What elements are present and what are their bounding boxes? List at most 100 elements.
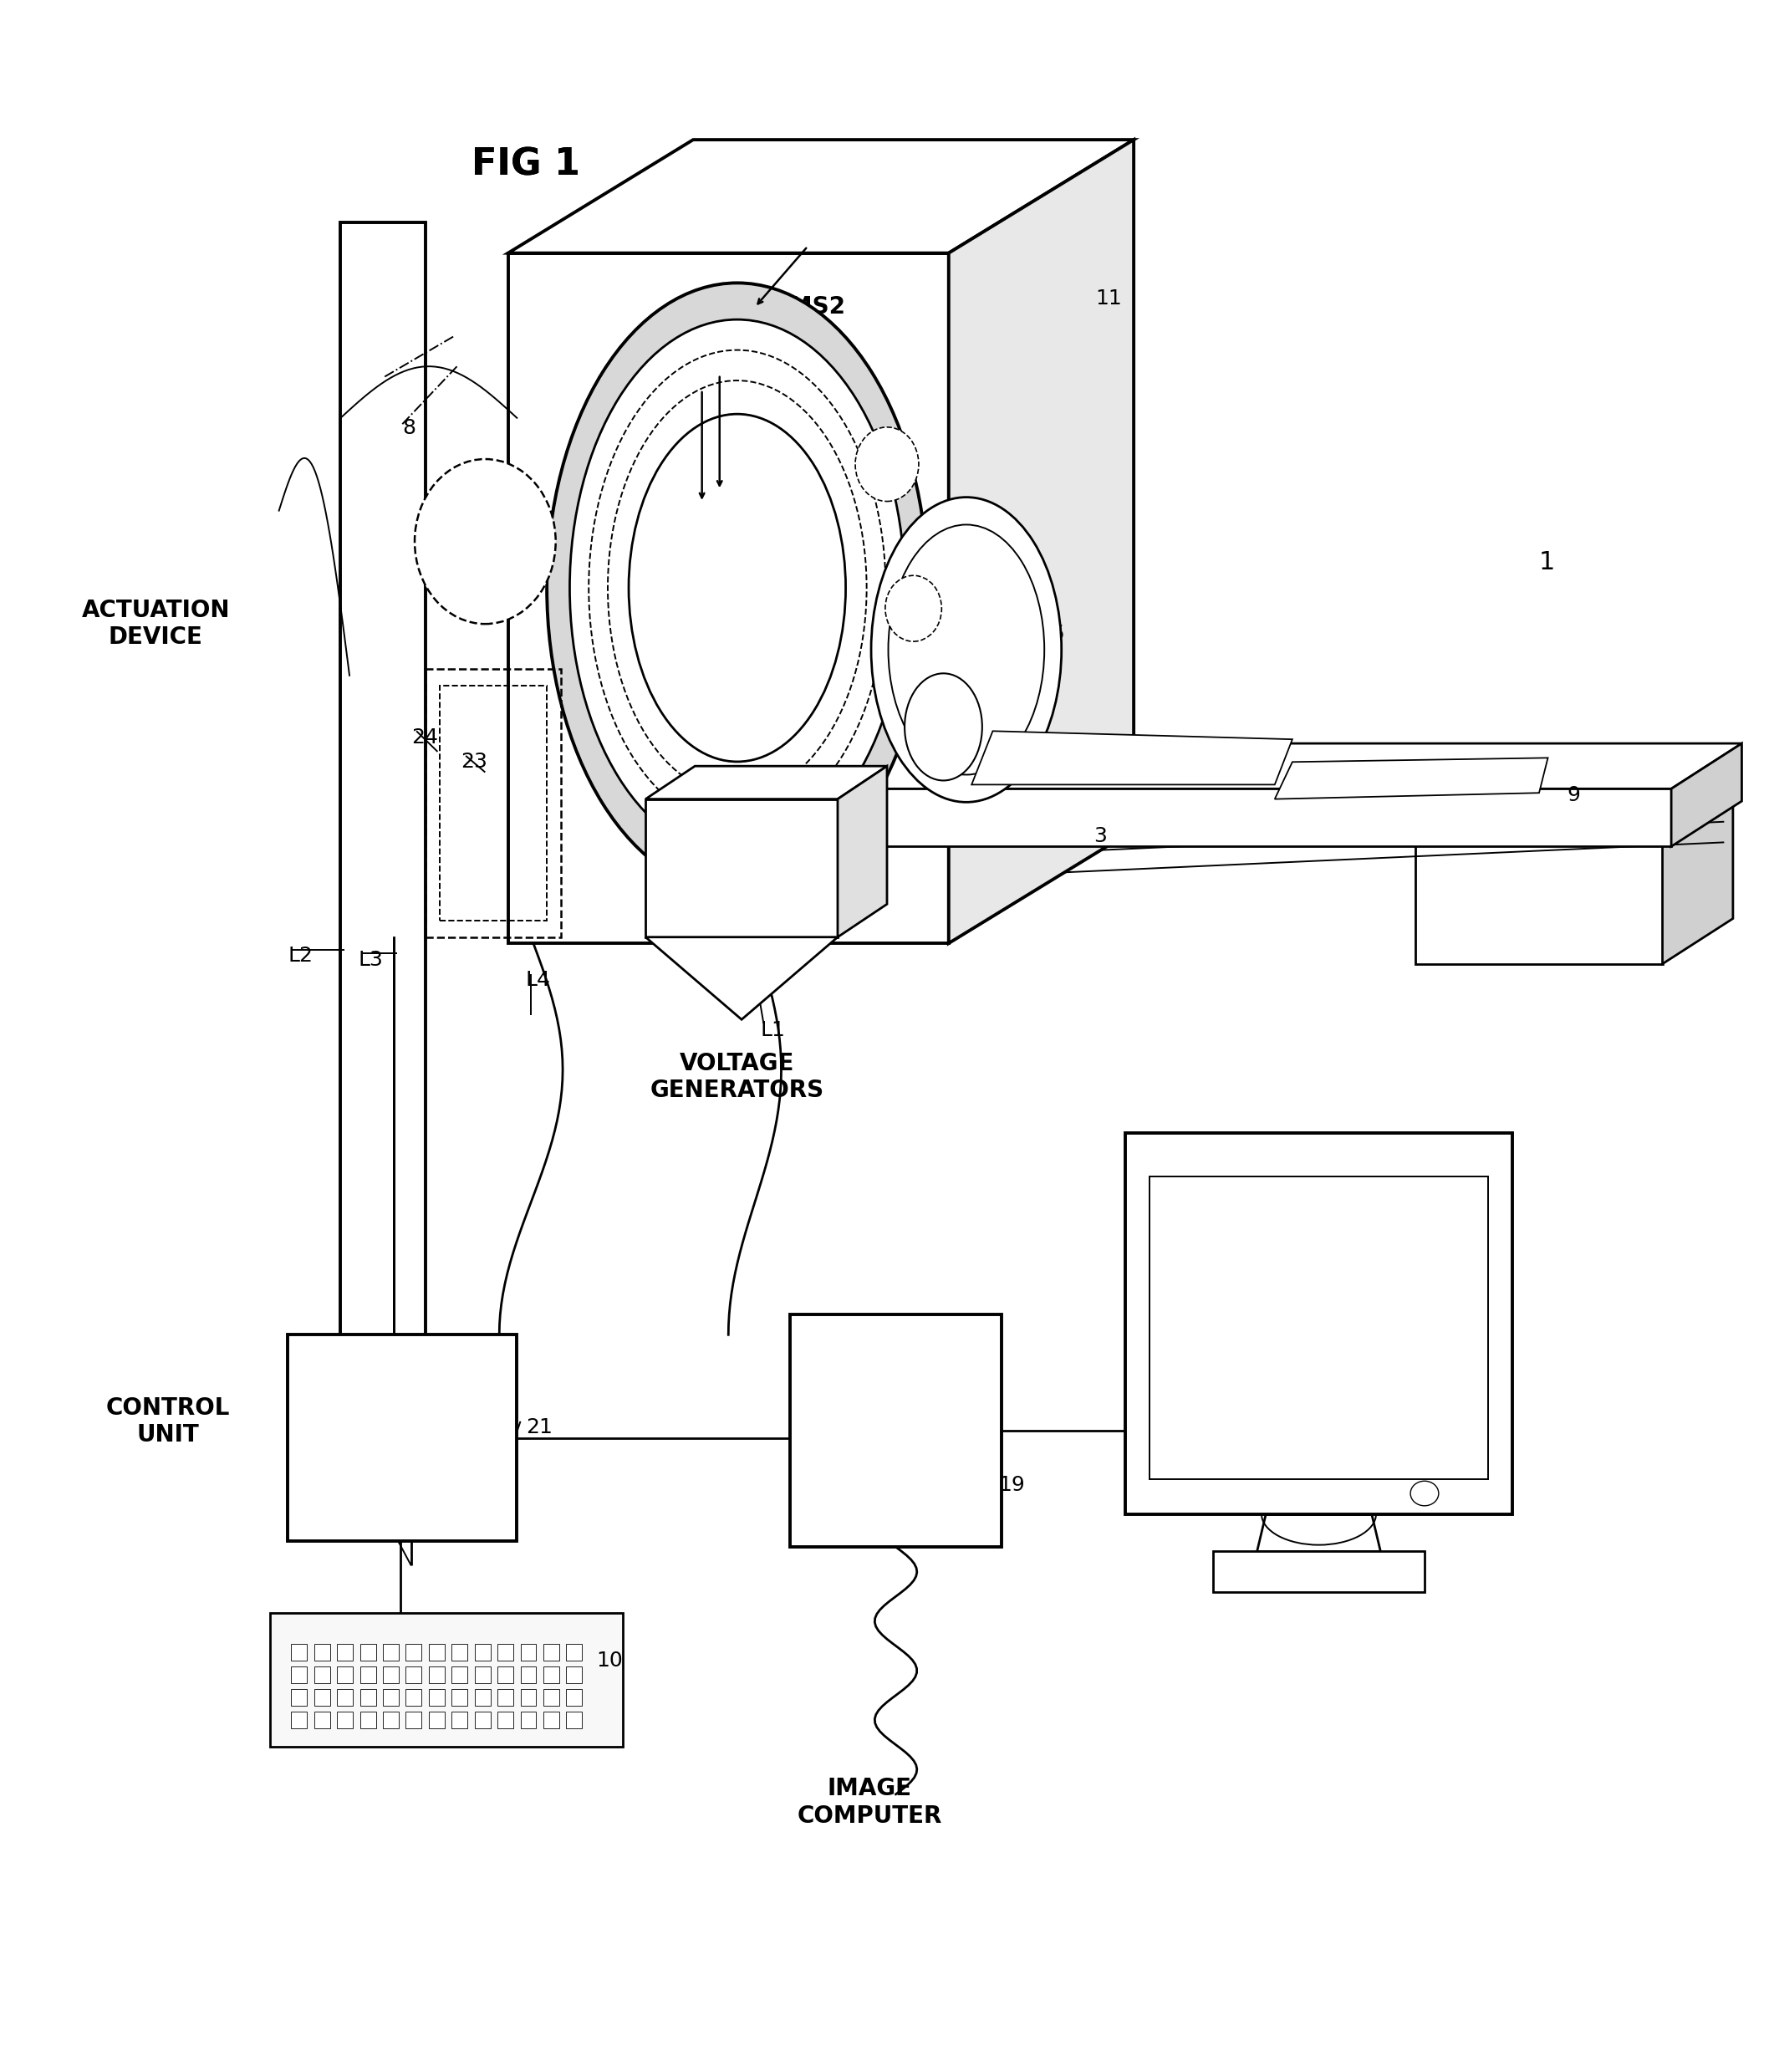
Text: 19: 19	[999, 1475, 1025, 1496]
Polygon shape	[341, 222, 426, 1428]
Text: 13: 13	[772, 825, 798, 843]
Polygon shape	[676, 789, 1671, 847]
Text: 10: 10	[596, 1649, 623, 1670]
Bar	[1125, 1133, 1513, 1515]
Bar	[291, 1643, 307, 1660]
Bar	[543, 1643, 559, 1660]
Text: 9: 9	[1566, 785, 1581, 804]
Polygon shape	[972, 731, 1291, 785]
Bar	[360, 1666, 376, 1682]
Bar	[452, 1666, 468, 1682]
Bar	[1150, 1177, 1488, 1479]
Bar	[429, 1689, 445, 1705]
Bar	[566, 1666, 582, 1682]
Bar	[566, 1711, 582, 1728]
Bar	[566, 1643, 582, 1660]
Bar	[337, 1689, 353, 1705]
Ellipse shape	[905, 673, 983, 781]
Bar	[314, 1711, 330, 1728]
Bar	[383, 1666, 399, 1682]
Bar	[452, 1689, 468, 1705]
Bar	[475, 1666, 490, 1682]
Bar	[383, 1689, 399, 1705]
Bar	[383, 1643, 399, 1660]
Bar	[406, 1711, 422, 1728]
Ellipse shape	[855, 427, 919, 501]
Bar	[360, 1711, 376, 1728]
Polygon shape	[1416, 841, 1662, 963]
Bar	[406, 1689, 422, 1705]
Bar	[475, 1643, 490, 1660]
Polygon shape	[646, 767, 887, 800]
Bar	[383, 1711, 399, 1728]
Text: 22: 22	[490, 535, 518, 555]
Bar	[789, 1314, 1002, 1548]
Bar	[543, 1711, 559, 1728]
Text: 18: 18	[685, 765, 711, 785]
Bar	[291, 1689, 307, 1705]
Bar	[440, 686, 546, 920]
Text: 1: 1	[1540, 549, 1556, 574]
Ellipse shape	[889, 524, 1045, 775]
Bar	[543, 1666, 559, 1682]
Text: ACTUATION
DEVICE: ACTUATION DEVICE	[82, 599, 231, 649]
Polygon shape	[1662, 796, 1733, 963]
Bar	[497, 1711, 513, 1728]
Text: FIG 1: FIG 1	[472, 147, 580, 182]
Bar	[543, 1689, 559, 1705]
Text: 7: 7	[772, 460, 786, 479]
Polygon shape	[646, 937, 837, 1019]
Polygon shape	[676, 744, 1742, 789]
Bar	[520, 1711, 536, 1728]
Text: 17: 17	[640, 723, 667, 744]
Polygon shape	[949, 139, 1134, 943]
Bar	[360, 1689, 376, 1705]
Ellipse shape	[871, 497, 1061, 802]
Bar	[429, 1711, 445, 1728]
Text: 24: 24	[412, 727, 438, 748]
Bar	[314, 1689, 330, 1705]
Bar	[520, 1666, 536, 1682]
Text: DMS2: DMS2	[770, 294, 846, 319]
Bar	[520, 1643, 536, 1660]
Bar	[497, 1689, 513, 1705]
Bar	[314, 1643, 330, 1660]
Bar	[475, 1689, 490, 1705]
Text: 8: 8	[403, 419, 415, 437]
Text: 21: 21	[525, 1417, 552, 1438]
Bar	[406, 1666, 422, 1682]
Circle shape	[415, 460, 555, 624]
Text: 20: 20	[1444, 1440, 1471, 1461]
Ellipse shape	[885, 576, 942, 642]
Bar	[497, 1643, 513, 1660]
Polygon shape	[1416, 796, 1733, 841]
Bar	[291, 1666, 307, 1682]
Text: FIG 1: FIG 1	[472, 147, 580, 182]
Bar	[429, 1666, 445, 1682]
Bar	[452, 1711, 468, 1728]
Text: L4: L4	[525, 970, 550, 990]
Polygon shape	[1671, 744, 1742, 847]
Text: 5: 5	[1050, 624, 1064, 644]
Text: DMS1: DMS1	[699, 866, 775, 889]
Polygon shape	[507, 139, 1134, 253]
Bar	[429, 1643, 445, 1660]
Bar	[426, 669, 561, 937]
Ellipse shape	[569, 319, 905, 856]
Ellipse shape	[546, 284, 928, 893]
Bar	[520, 1689, 536, 1705]
Text: L1: L1	[759, 1019, 786, 1040]
Polygon shape	[1276, 758, 1549, 800]
Text: 14: 14	[816, 825, 843, 843]
Text: L3: L3	[358, 949, 383, 970]
Polygon shape	[507, 253, 949, 943]
Bar	[1213, 1552, 1425, 1591]
Ellipse shape	[1410, 1481, 1439, 1506]
Bar	[337, 1666, 353, 1682]
Text: 3: 3	[1093, 827, 1107, 845]
Bar	[291, 1711, 307, 1728]
Text: 15: 15	[1006, 549, 1031, 570]
Bar	[337, 1711, 353, 1728]
Bar	[566, 1689, 582, 1705]
Bar	[406, 1643, 422, 1660]
